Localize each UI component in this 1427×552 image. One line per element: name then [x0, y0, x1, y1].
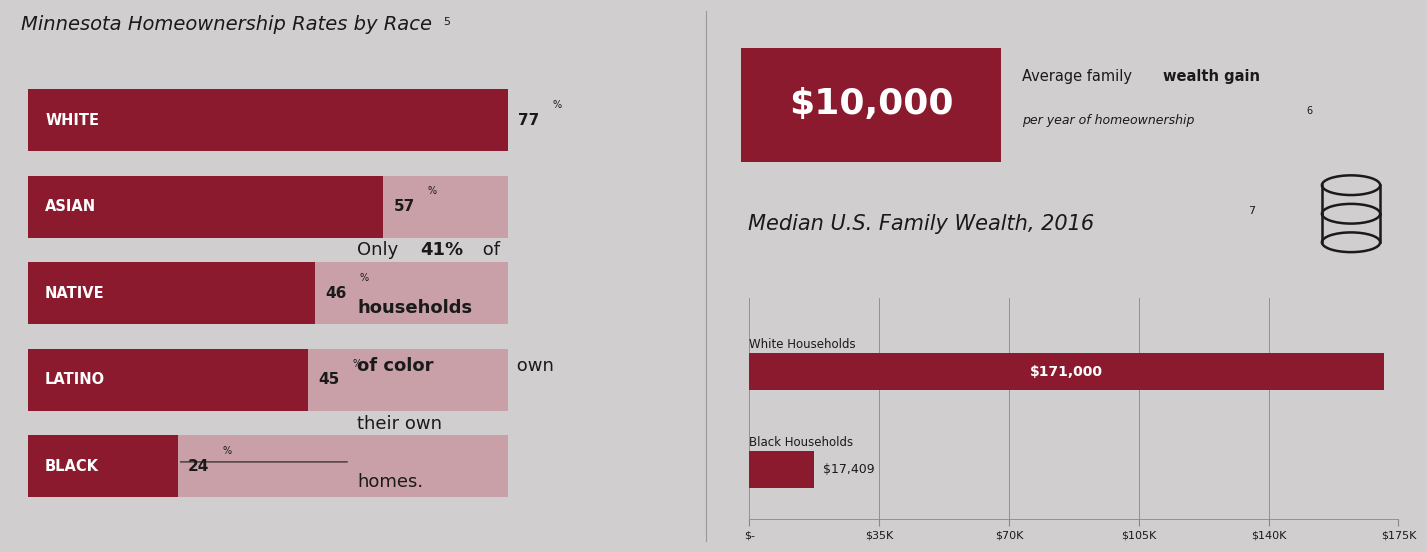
Text: %: % — [552, 100, 562, 110]
Text: households: households — [357, 299, 472, 317]
Text: Black Households: Black Households — [749, 436, 853, 449]
Text: 7: 7 — [1249, 206, 1256, 216]
Text: of color: of color — [357, 357, 434, 375]
Text: 6: 6 — [1307, 106, 1313, 116]
Text: wealth gain: wealth gain — [1163, 69, 1260, 84]
Text: 24: 24 — [188, 459, 210, 474]
Bar — [29, 262, 508, 325]
Text: NATIVE: NATIVE — [46, 286, 104, 301]
Bar — [29, 435, 508, 497]
Text: $171,000: $171,000 — [1030, 365, 1103, 379]
Text: Minnesota Homeownership Rates by Race: Minnesota Homeownership Rates by Race — [21, 15, 432, 34]
Text: 46: 46 — [325, 286, 347, 301]
Bar — [29, 176, 384, 238]
Text: %: % — [223, 445, 231, 456]
Text: 57: 57 — [394, 199, 415, 214]
Text: WHITE: WHITE — [46, 113, 98, 128]
Text: own: own — [511, 357, 554, 375]
Text: %: % — [428, 186, 437, 197]
Text: Median U.S. Family Wealth, 2016: Median U.S. Family Wealth, 2016 — [748, 214, 1095, 234]
Text: %: % — [360, 273, 368, 283]
Bar — [749, 353, 1384, 390]
Bar — [29, 435, 177, 497]
Text: of: of — [477, 241, 499, 259]
Text: White Households: White Households — [749, 338, 856, 351]
Text: BLACK: BLACK — [46, 459, 98, 474]
Bar — [29, 89, 508, 151]
Text: 77: 77 — [518, 113, 539, 128]
Bar — [29, 176, 508, 238]
Text: their own: their own — [357, 415, 442, 433]
Text: per year of homeownership: per year of homeownership — [1022, 114, 1194, 127]
Text: 41%: 41% — [420, 241, 464, 259]
Bar — [29, 262, 314, 325]
Text: 5: 5 — [442, 17, 450, 27]
Text: LATINO: LATINO — [46, 372, 106, 388]
Text: $17,409: $17,409 — [823, 463, 875, 476]
Bar — [749, 451, 813, 489]
Bar — [29, 349, 308, 411]
Text: $10,000: $10,000 — [789, 87, 953, 121]
Text: 45: 45 — [318, 372, 340, 388]
Text: %: % — [352, 359, 362, 369]
Text: ASIAN: ASIAN — [46, 199, 96, 214]
Bar — [29, 349, 508, 411]
Text: Only: Only — [357, 241, 404, 259]
Text: homes.: homes. — [357, 473, 424, 491]
Text: Average family: Average family — [1022, 69, 1137, 84]
